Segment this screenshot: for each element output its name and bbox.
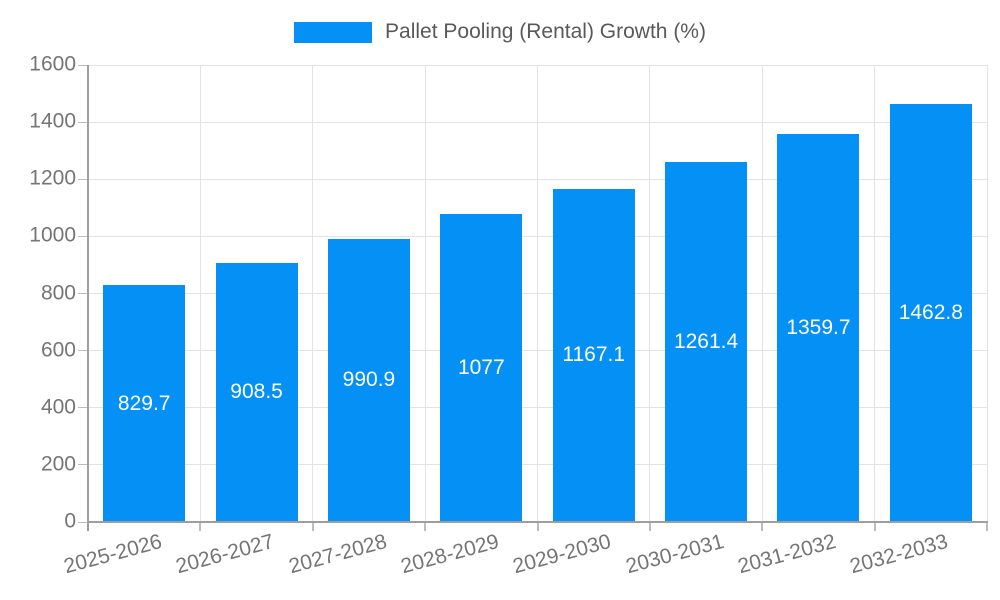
bar-value-label: 1167.1 bbox=[562, 343, 626, 367]
y-axis-tick-label: 0 bbox=[64, 509, 76, 533]
x-axis-category-label: 2031-2032 bbox=[735, 530, 839, 579]
bar[interactable] bbox=[552, 188, 635, 522]
y-axis-tick-label: 400 bbox=[40, 395, 76, 419]
bar[interactable] bbox=[215, 262, 298, 522]
y-axis-tick bbox=[78, 407, 88, 409]
vertical-gridline bbox=[199, 65, 201, 522]
y-axis-tick bbox=[78, 350, 88, 352]
y-axis-tick bbox=[78, 235, 88, 237]
bar-value-label: 908.5 bbox=[230, 380, 283, 404]
y-axis-tick bbox=[78, 293, 88, 294]
y-axis-tick-label: 200 bbox=[40, 452, 76, 476]
vertical-gridline bbox=[874, 65, 876, 522]
bar[interactable] bbox=[665, 161, 748, 522]
y-axis-tick bbox=[78, 121, 88, 123]
y-axis-tick-label: 1000 bbox=[29, 223, 76, 247]
bar-value-label: 829.7 bbox=[117, 391, 171, 415]
y-axis-tick-label: 1600 bbox=[29, 52, 76, 76]
vertical-gridline bbox=[649, 65, 651, 522]
bar-value-label: 1077 bbox=[457, 356, 505, 380]
bar-value-label: 1359.7 bbox=[786, 315, 851, 339]
vertical-gridline bbox=[761, 65, 763, 522]
x-axis-tick bbox=[873, 522, 876, 531]
y-axis-line bbox=[86, 65, 89, 531]
vertical-gridline bbox=[986, 65, 988, 522]
x-axis-tick bbox=[199, 522, 202, 531]
x-axis-line bbox=[86, 520, 988, 523]
x-axis-category-label: 2027-2028 bbox=[285, 530, 389, 579]
bar[interactable] bbox=[103, 285, 186, 522]
vertical-gridline bbox=[537, 65, 538, 522]
x-axis-category-label: 2025-2026 bbox=[61, 530, 165, 579]
x-axis-category-label: 2032-2033 bbox=[847, 530, 951, 579]
x-axis-tick bbox=[986, 522, 988, 531]
x-axis-tick bbox=[311, 522, 314, 531]
y-axis-tick bbox=[78, 521, 88, 523]
y-axis-tick-label: 1400 bbox=[29, 109, 76, 133]
y-axis-tick bbox=[78, 178, 88, 180]
x-axis-tick bbox=[648, 522, 651, 531]
bar-value-label: 1462.8 bbox=[898, 301, 963, 325]
y-axis-tick-label: 800 bbox=[40, 281, 76, 305]
bar[interactable] bbox=[889, 104, 972, 522]
vertical-gridline bbox=[424, 65, 426, 522]
bar[interactable] bbox=[440, 214, 523, 522]
bar-value-label: 1261.4 bbox=[673, 329, 739, 353]
y-axis-tick-label: 1200 bbox=[29, 166, 76, 190]
x-axis-tick bbox=[424, 522, 427, 531]
x-axis-category-label: 2028-2029 bbox=[398, 530, 502, 579]
legend-series-label: Pallet Pooling (Rental) Growth (%) bbox=[385, 20, 706, 43]
bar[interactable] bbox=[777, 133, 860, 522]
bar[interactable] bbox=[327, 238, 410, 522]
x-axis-category-label: 2029-2030 bbox=[510, 530, 614, 579]
bar-value-label: 990.9 bbox=[342, 368, 396, 392]
x-axis-category-label: 2030-2031 bbox=[623, 530, 727, 579]
y-axis-tick bbox=[78, 464, 88, 466]
x-axis-tick bbox=[536, 522, 539, 531]
x-axis-category-label: 2026-2027 bbox=[173, 530, 277, 579]
y-axis-tick bbox=[78, 64, 88, 66]
legend[interactable]: Pallet Pooling (Rental) Growth (%) bbox=[0, 20, 1000, 44]
y-axis-tick-label: 600 bbox=[40, 338, 76, 362]
vertical-gridline bbox=[312, 65, 314, 522]
legend-swatch-icon bbox=[294, 21, 373, 43]
x-axis-tick bbox=[761, 522, 764, 531]
